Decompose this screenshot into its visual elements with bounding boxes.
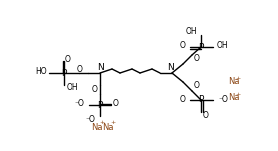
Text: Na: Na — [228, 93, 240, 103]
Text: P: P — [61, 69, 67, 77]
Text: +: + — [235, 76, 241, 80]
Text: O: O — [65, 55, 71, 64]
Text: Na: Na — [228, 77, 240, 87]
Text: OH: OH — [217, 42, 229, 50]
Text: O: O — [179, 95, 185, 103]
Text: N: N — [168, 64, 174, 72]
Text: Na: Na — [102, 122, 114, 132]
Text: O: O — [113, 100, 119, 109]
Text: ⁻O: ⁻O — [85, 114, 95, 124]
Text: ⁻O: ⁻O — [74, 100, 84, 109]
Text: N: N — [98, 64, 104, 72]
Text: O: O — [179, 42, 185, 50]
Text: OH: OH — [67, 84, 79, 93]
Text: P: P — [198, 95, 204, 104]
Text: +: + — [110, 120, 116, 125]
Text: O: O — [77, 64, 83, 74]
Text: O: O — [91, 85, 97, 94]
Text: O: O — [203, 111, 209, 119]
Text: P: P — [97, 101, 103, 109]
Text: OH: OH — [185, 27, 197, 37]
Text: Na: Na — [91, 122, 103, 132]
Text: HO: HO — [35, 67, 47, 77]
Text: P: P — [198, 42, 204, 51]
Text: O: O — [194, 54, 200, 63]
Text: ⁻O: ⁻O — [218, 95, 228, 103]
Text: +: + — [235, 92, 241, 96]
Text: O: O — [194, 81, 200, 90]
Text: +: + — [99, 120, 105, 125]
